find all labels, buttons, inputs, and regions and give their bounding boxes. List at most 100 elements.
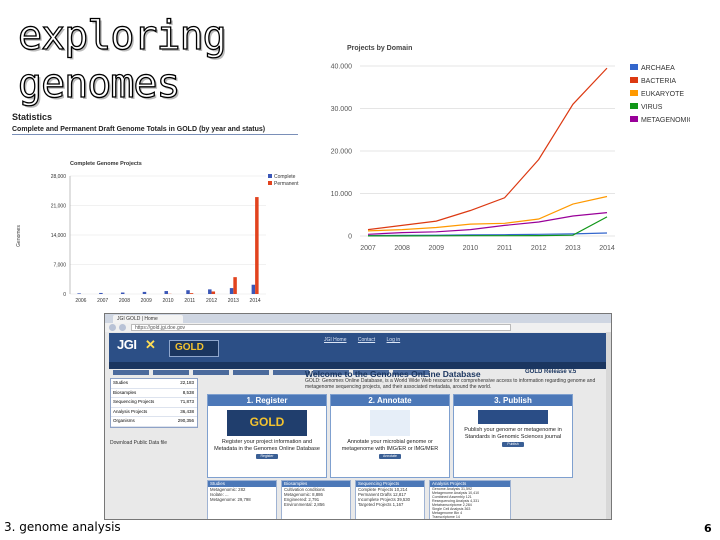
list-item[interactable]: Permanent Drafts 12,817 [358, 492, 407, 497]
register-button[interactable]: Register [256, 454, 278, 459]
list-item[interactable]: Genome Analysis 31,592 [432, 487, 472, 491]
header-link-home[interactable]: JGI Home [324, 337, 347, 343]
gold-header: JGI ✕ GOLD JGI Home Contact Log in [109, 333, 609, 362]
nav-item[interactable] [153, 370, 189, 375]
line-chart-title: Projects by Domain [347, 45, 412, 52]
header-links: JGI Home Contact Log in [324, 337, 410, 343]
publish-panel: 3. Publish Publish your genome or metage… [453, 394, 573, 478]
bar-chart-legend-label: Permanent Draft [274, 181, 300, 187]
publish-text: Publish your genome or metagenome in Sta… [464, 427, 562, 440]
bar-chart-xtick: 2010 [162, 298, 173, 304]
annotate-panel: 2. Annotate Annotate your microbial geno… [330, 394, 450, 478]
browser-address-bar: https://gold.jgi.doe.gov [105, 323, 611, 332]
list-item[interactable]: Metagenome: 29,798 [210, 497, 251, 502]
publish-header: 3. Publish [454, 395, 572, 406]
bar-chart-bar [77, 293, 81, 294]
bar-chart-bar [164, 291, 168, 294]
slide-title-line2: genomes [17, 60, 181, 107]
journal-banner-image [478, 410, 548, 424]
nav-item[interactable] [113, 370, 149, 375]
genome-totals-bar-chart: Complete Genome Projects Genomes 0 7,000 14,… [16, 161, 300, 304]
database-icon [370, 410, 410, 436]
welcome-text: GOLD: Genomes Online Database, is a Worl… [305, 378, 596, 390]
header-link-login[interactable]: Log in [386, 337, 401, 343]
bar-chart-legend-swatch [268, 174, 272, 178]
list-item[interactable]: Environmental: 2,856 [284, 502, 325, 507]
line-chart-legend-swatch [630, 90, 638, 96]
line-chart-xtick: 2008 [394, 245, 410, 252]
bar-chart-ytick: 0 [63, 292, 66, 298]
bar-chart-ytick: 21,000 [51, 204, 67, 210]
table-row: Organisms 290,356 [111, 417, 197, 427]
list-item[interactable]: Metagenomic: 8,886 [284, 492, 323, 497]
line-chart-xtick: 2010 [463, 245, 479, 252]
bar-chart-ytick: 7,000 [53, 263, 66, 269]
bar-chart-xtick: 2014 [250, 298, 261, 304]
slide-footer: 3. genome analysis [4, 520, 121, 534]
line-chart-legend-swatch [630, 77, 638, 83]
slide-page-number: 6 [704, 522, 712, 535]
browser-scrollbar[interactable] [606, 332, 611, 519]
nav-item[interactable] [273, 370, 309, 375]
table-row: Biosamples 8,538 [111, 389, 197, 398]
back-icon[interactable] [109, 324, 116, 331]
list-item[interactable]: Targeted Projects 1,167 [358, 502, 404, 507]
list-item[interactable]: Complete Projects 10,214 [358, 487, 408, 492]
list-item[interactable]: Resequencing Analysis 4,331 [432, 499, 480, 503]
line-chart-legend-label: ARCHAEA [641, 65, 675, 72]
bar-chart-bar [142, 291, 147, 294]
gold-nav-bar [109, 362, 609, 375]
gold-stats-table: Studies 22,183 Biosamples 8,538 Sequencing… [110, 378, 198, 428]
list-item[interactable]: Cultivation conditions [284, 487, 325, 492]
list-item[interactable]: Combined Assembly 121 [432, 495, 472, 499]
line-chart-series-line [367, 212, 608, 235]
list-item[interactable]: Engineered: 2,791 [284, 497, 320, 502]
list-item[interactable]: Single Cell Analysis 363 [432, 507, 471, 511]
bar-chart-xtick: 2007 [97, 298, 108, 304]
line-chart-xtick: 2012 [531, 245, 547, 252]
list-item[interactable]: Incomplete Projects 39,530 [358, 497, 411, 502]
bar-chart-title: Complete Genome Projects [70, 161, 142, 167]
bar-chart-bar [211, 291, 216, 294]
list-item[interactable]: Metagenome Bin 4 [432, 511, 463, 515]
annotate-button[interactable]: Annotate [379, 454, 401, 459]
sequencing-projects-list: Sequencing Projects Complete Projects 10… [355, 480, 425, 519]
url-field[interactable]: https://gold.jgi.doe.gov [131, 324, 511, 331]
browser-tab-bar: JGI GOLD | Home [105, 314, 611, 323]
download-link[interactable]: Download Public Data file [110, 440, 167, 446]
list-item[interactable]: Metagenome Analysis 10,410 [432, 491, 480, 495]
slide-title: exploring genomes [17, 12, 227, 108]
nav-item[interactable] [193, 370, 229, 375]
jgi-x-icon: ✕ [145, 337, 156, 352]
nav-item[interactable] [233, 370, 269, 375]
forward-icon[interactable] [119, 324, 126, 331]
nav-item[interactable] [313, 370, 349, 375]
bar-chart-xtick: 2009 [141, 298, 152, 304]
bar-chart-legend-swatch [268, 181, 272, 185]
statistics-subheading: Complete and Permanent Draft Genome Tota… [12, 126, 266, 133]
list-item[interactable]: Metatranscriptome 2,284 [432, 503, 472, 507]
line-chart-legend-label: EUKARYOTE [641, 91, 684, 98]
nav-item[interactable] [353, 370, 389, 375]
welcome-title: Welcome to the Genomes OnLine Database [305, 369, 481, 379]
browser-tab[interactable]: JGI GOLD | Home [113, 315, 183, 323]
line-chart-ytick: 20.000 [331, 149, 353, 156]
nav-item[interactable] [393, 370, 429, 375]
release-label: GOLD Release v.5 [525, 369, 577, 375]
line-chart-legend-swatch [630, 103, 638, 109]
list-item[interactable]: Metagenomic: 282 [210, 487, 246, 492]
line-chart-legend-swatch [630, 116, 638, 122]
header-link-contact[interactable]: Contact [357, 337, 376, 343]
annotate-text: Annotate your microbial genome or metage… [341, 439, 439, 452]
list-item[interactable]: Transcriptome 14 [432, 515, 460, 519]
list-item[interactable]: Isolate: ... [210, 492, 229, 497]
bar-chart-xtick: 2011 [184, 298, 195, 304]
bar-chart-legend-label: Complete [274, 174, 296, 180]
jgi-logo[interactable]: JGI [117, 337, 137, 352]
bar-chart-bar [229, 288, 234, 294]
line-chart-legend-label: METAGENOMIC [641, 117, 690, 124]
gold-logo[interactable]: GOLD [169, 340, 219, 357]
analysis-projects-list: Analysis Projects Genome Analysis 31,592… [429, 480, 511, 519]
register-text: Register your project information and Me… [214, 439, 320, 452]
publish-button[interactable]: Publish [502, 442, 524, 447]
